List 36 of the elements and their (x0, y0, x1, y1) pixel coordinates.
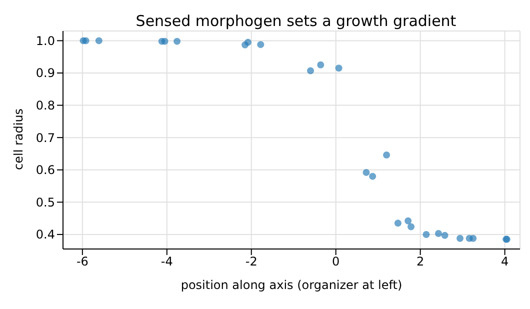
x-tick-label: -2 (245, 254, 258, 269)
y-tick-label: 0.4 (36, 228, 55, 242)
point (244, 38, 252, 46)
point (383, 152, 390, 159)
x-axis-title: position along axis (organizer at left) (180, 278, 402, 292)
point (394, 220, 402, 227)
y-tick-label: 0.7 (36, 130, 55, 145)
x-tick-label: -6 (76, 254, 88, 269)
y-tick-label: 0.9 (36, 66, 55, 80)
y-tick-label: 1.0 (36, 34, 55, 48)
point (470, 234, 477, 242)
point (95, 37, 102, 44)
point (335, 64, 342, 72)
x-tick-label: 0 (332, 254, 340, 269)
point (257, 41, 264, 48)
y-axis-title: cell radius (11, 108, 26, 170)
point (369, 172, 376, 180)
chart-title: Sensed morphogen sets a growth gradient (134, 12, 458, 30)
point (174, 38, 181, 45)
x-tick-label: 2 (416, 254, 424, 269)
point (82, 37, 90, 44)
point (307, 67, 314, 74)
point (422, 230, 430, 238)
y-tick-label: 0.6 (36, 163, 55, 178)
point (408, 223, 415, 230)
point (317, 61, 324, 68)
point (456, 234, 464, 242)
point (362, 168, 370, 176)
point (434, 230, 442, 237)
point (404, 217, 412, 224)
x-tick-label: -4 (160, 254, 173, 269)
point (161, 38, 168, 45)
y-tick-label: 0.5 (36, 195, 55, 210)
y-tick-label: 0.8 (36, 98, 55, 113)
point (441, 232, 448, 239)
x-tick-label: 4 (500, 254, 509, 269)
